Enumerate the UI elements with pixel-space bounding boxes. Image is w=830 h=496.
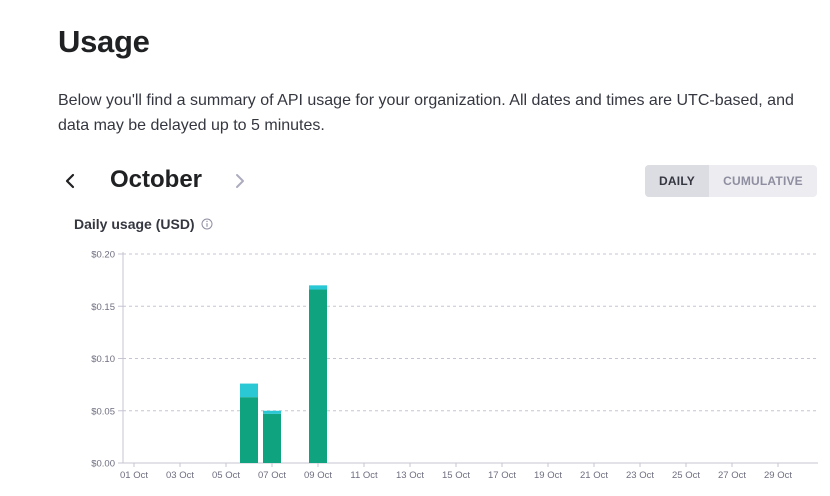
y-tick-label: $0.10 [91,354,115,365]
y-tick-label: $0.00 [91,459,115,470]
x-tick-label: 07 Oct [258,470,286,481]
previous-month-button[interactable] [58,164,82,198]
x-tick-label: 09 Oct [304,470,332,481]
x-tick-label: 03 Oct [166,470,194,481]
y-tick-label: $0.15 [91,302,115,313]
info-icon[interactable] [201,218,213,230]
x-tick-label: 29 Oct [764,470,792,481]
daily-usage-chart: $0.00 $0.05 $0.10 $0.15 $0.20 01 Oct 03 Oct 05 … [91,250,818,481]
chevron-left-icon [65,173,75,189]
x-tick-label: 15 Oct [442,470,470,481]
page-description: Below you'll find a summary of API usage… [58,92,794,134]
y-tick-label: $0.20 [91,250,115,261]
bar-07-oct-series-1[interactable] [263,413,281,463]
next-month-button[interactable] [228,164,252,198]
bar-06-oct-series-2[interactable] [240,383,258,398]
x-tick-label: 19 Oct [534,470,562,481]
x-tick-label: 13 Oct [396,470,424,481]
x-tick-label: 27 Oct [718,470,746,481]
view-toggle: DAILY CUMULATIVE [645,165,817,197]
bar-07-oct-series-2[interactable] [263,410,281,414]
x-tick-label: 21 Oct [580,470,608,481]
bar-09-oct-series-2[interactable] [309,285,327,290]
chart-title: Daily usage (USD) [74,216,195,232]
daily-toggle-button[interactable]: DAILY [645,165,709,197]
page-title: Usage [58,24,150,59]
chevron-right-icon [236,174,244,188]
x-tick-label: 11 Oct [350,470,378,481]
y-tick-label: $0.05 [91,406,115,417]
cumulative-toggle-button[interactable]: CUMULATIVE [723,174,803,188]
x-tick-label: 25 Oct [672,470,700,481]
bar-06-oct-series-1[interactable] [240,397,258,463]
x-tick-label: 05 Oct [212,470,240,481]
current-month-label: October [110,166,203,193]
bar-09-oct-series-1[interactable] [309,289,327,463]
chart-header: Daily usage (USD) [74,216,213,232]
x-tick-label: 23 Oct [626,470,654,481]
x-tick-label: 17 Oct [488,470,516,481]
x-tick-label: 01 Oct [120,470,148,481]
